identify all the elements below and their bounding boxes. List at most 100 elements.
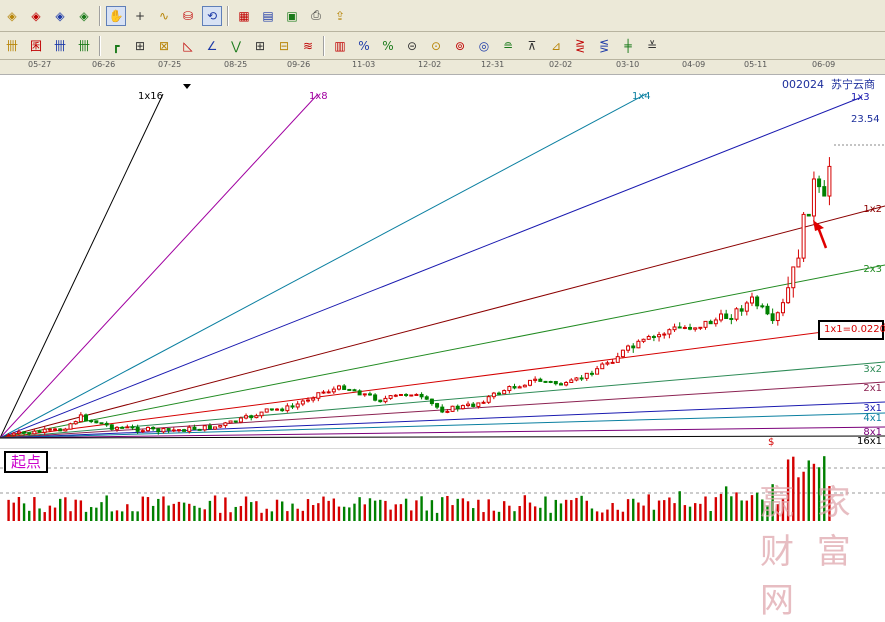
volume-bar — [678, 491, 681, 521]
gold-ratio-icon[interactable]: ⊝ — [406, 38, 418, 53]
candle-body — [84, 414, 89, 422]
candle-body — [729, 317, 734, 320]
candle-body — [610, 361, 615, 364]
candle-body — [244, 415, 249, 419]
cycle-grid-icon[interactable]: ⊟ — [278, 38, 290, 53]
candle-body — [378, 399, 383, 403]
gann-fan-line-3x1 — [0, 401, 885, 439]
gann-fan-icon[interactable]: 卌 — [77, 39, 90, 53]
volume-bar — [100, 502, 103, 521]
gann-square-icon[interactable]: ┏ — [112, 38, 120, 53]
print-icon[interactable]: ⎙ — [311, 8, 321, 22]
candle-body — [481, 401, 486, 404]
volume-bar — [12, 502, 15, 521]
volume-bar — [84, 511, 88, 521]
volume-bar — [286, 511, 289, 521]
gold-circle-icon[interactable]: ⊙ — [430, 38, 442, 53]
diamond-arrows-right-icon[interactable]: ◈ — [31, 8, 41, 23]
gold-level-icon[interactable]: ≘ — [502, 38, 514, 53]
candle-body — [197, 428, 202, 431]
candle-body — [238, 417, 243, 423]
indicator-curve-icon[interactable]: ∿ — [158, 8, 170, 23]
percent-icon[interactable]: % — [382, 38, 394, 53]
candle-body — [739, 308, 744, 312]
volume-bar — [332, 498, 336, 521]
export-icon[interactable]: ⇪ — [334, 8, 346, 23]
candle-body — [460, 405, 465, 410]
percent-fan-icon[interactable]: % — [358, 38, 370, 53]
volume-bar — [244, 496, 248, 521]
volume-bar — [564, 499, 568, 521]
price-chart[interactable] — [0, 75, 885, 447]
volume-bar — [606, 509, 609, 521]
refresh-grid-icon[interactable]: ⟲ — [202, 5, 222, 26]
gann-line-icon[interactable]: 卌 — [5, 39, 18, 53]
candle-body — [636, 340, 641, 349]
diamond-zoom-out-icon[interactable]: ◈ — [79, 8, 89, 23]
stock-select-icon[interactable]: ⛁ — [182, 8, 194, 23]
candle-body — [662, 333, 667, 336]
gann-square-rotated-icon[interactable]: ⊞ — [134, 38, 146, 53]
volume-bar — [363, 504, 366, 521]
candle-body — [533, 378, 538, 381]
calendar-21-icon[interactable]: ▦ — [238, 8, 250, 23]
hand-pan-icon[interactable]: ✋ — [106, 5, 126, 26]
fan-label-1x16: 1x16 — [138, 91, 164, 102]
volume-bar — [410, 510, 413, 521]
volume-bar — [53, 507, 57, 521]
candle-body — [264, 408, 269, 413]
speed-line-icon[interactable]: ⊞ — [254, 38, 266, 53]
volume-bar — [38, 508, 41, 521]
volume-bar — [348, 507, 351, 521]
diamond-arrows-left-icon[interactable]: ◈ — [7, 8, 17, 23]
candle-body — [527, 379, 532, 386]
crosshair-icon[interactable]: + — [134, 8, 146, 23]
gann-box-icon[interactable]: 囷 — [29, 39, 42, 53]
volume-bar — [317, 503, 320, 521]
fan-label-2x3: 2x3 — [863, 264, 882, 275]
diamond-zoom-in-icon[interactable]: ◈ — [55, 8, 65, 23]
gann-fan-line-8x1 — [0, 426, 885, 439]
gann-square-fixed-icon[interactable]: ⊠ — [158, 38, 170, 53]
cycle-ruler-icon[interactable]: ⋚ — [598, 38, 610, 53]
volume-bar — [724, 486, 728, 521]
volume-bar — [182, 502, 186, 521]
volume-chart[interactable] — [0, 448, 885, 521]
gann-grid-icon[interactable]: 卌 — [53, 39, 66, 53]
volume-bar — [755, 492, 759, 521]
dropdown-marker-icon[interactable] — [183, 84, 191, 89]
candle-body — [822, 186, 827, 197]
text-note-icon[interactable]: ≚ — [646, 38, 658, 53]
volume-bar — [807, 460, 810, 521]
candle-body — [445, 410, 450, 413]
date-tick-label: 08-25 — [224, 60, 248, 69]
candle-body — [765, 305, 770, 315]
channel-zigzag-icon[interactable]: ⋁ — [231, 38, 241, 53]
fibonacci-fan-icon[interactable]: ≋ — [302, 38, 314, 53]
volume-bar — [270, 511, 274, 521]
volume-bar — [683, 505, 687, 521]
band-line-icon[interactable]: ⊿ — [550, 38, 562, 53]
gold-arc-icon[interactable]: ⊚ — [454, 38, 466, 53]
grid-table-icon[interactable]: ▤ — [262, 8, 274, 23]
candle-body — [306, 399, 311, 402]
volume-bar — [673, 503, 676, 521]
volume-bar — [642, 505, 645, 521]
save-disk-icon[interactable]: ▣ — [286, 8, 298, 23]
segment-icon[interactable]: ╪ — [624, 38, 632, 53]
percent-lines-icon[interactable]: ▥ — [334, 38, 346, 53]
volume-bar — [513, 511, 516, 521]
wave-ruler-icon[interactable]: ⋛ — [574, 38, 586, 53]
candle-body — [223, 422, 228, 427]
volume-bar — [559, 503, 563, 521]
volume-bar — [28, 510, 31, 521]
candle-body — [734, 308, 739, 320]
gold-target-icon[interactable]: ◎ — [478, 38, 490, 53]
resist-line-icon[interactable]: ⊼ — [527, 38, 537, 53]
candle-body — [22, 431, 27, 434]
volume-bar — [533, 506, 537, 521]
volume-bar — [131, 511, 134, 521]
volume-bar — [33, 497, 36, 521]
angle-line-icon[interactable]: ∠ — [206, 38, 218, 53]
gann-fan-tool-icon[interactable]: ◺ — [183, 38, 193, 53]
